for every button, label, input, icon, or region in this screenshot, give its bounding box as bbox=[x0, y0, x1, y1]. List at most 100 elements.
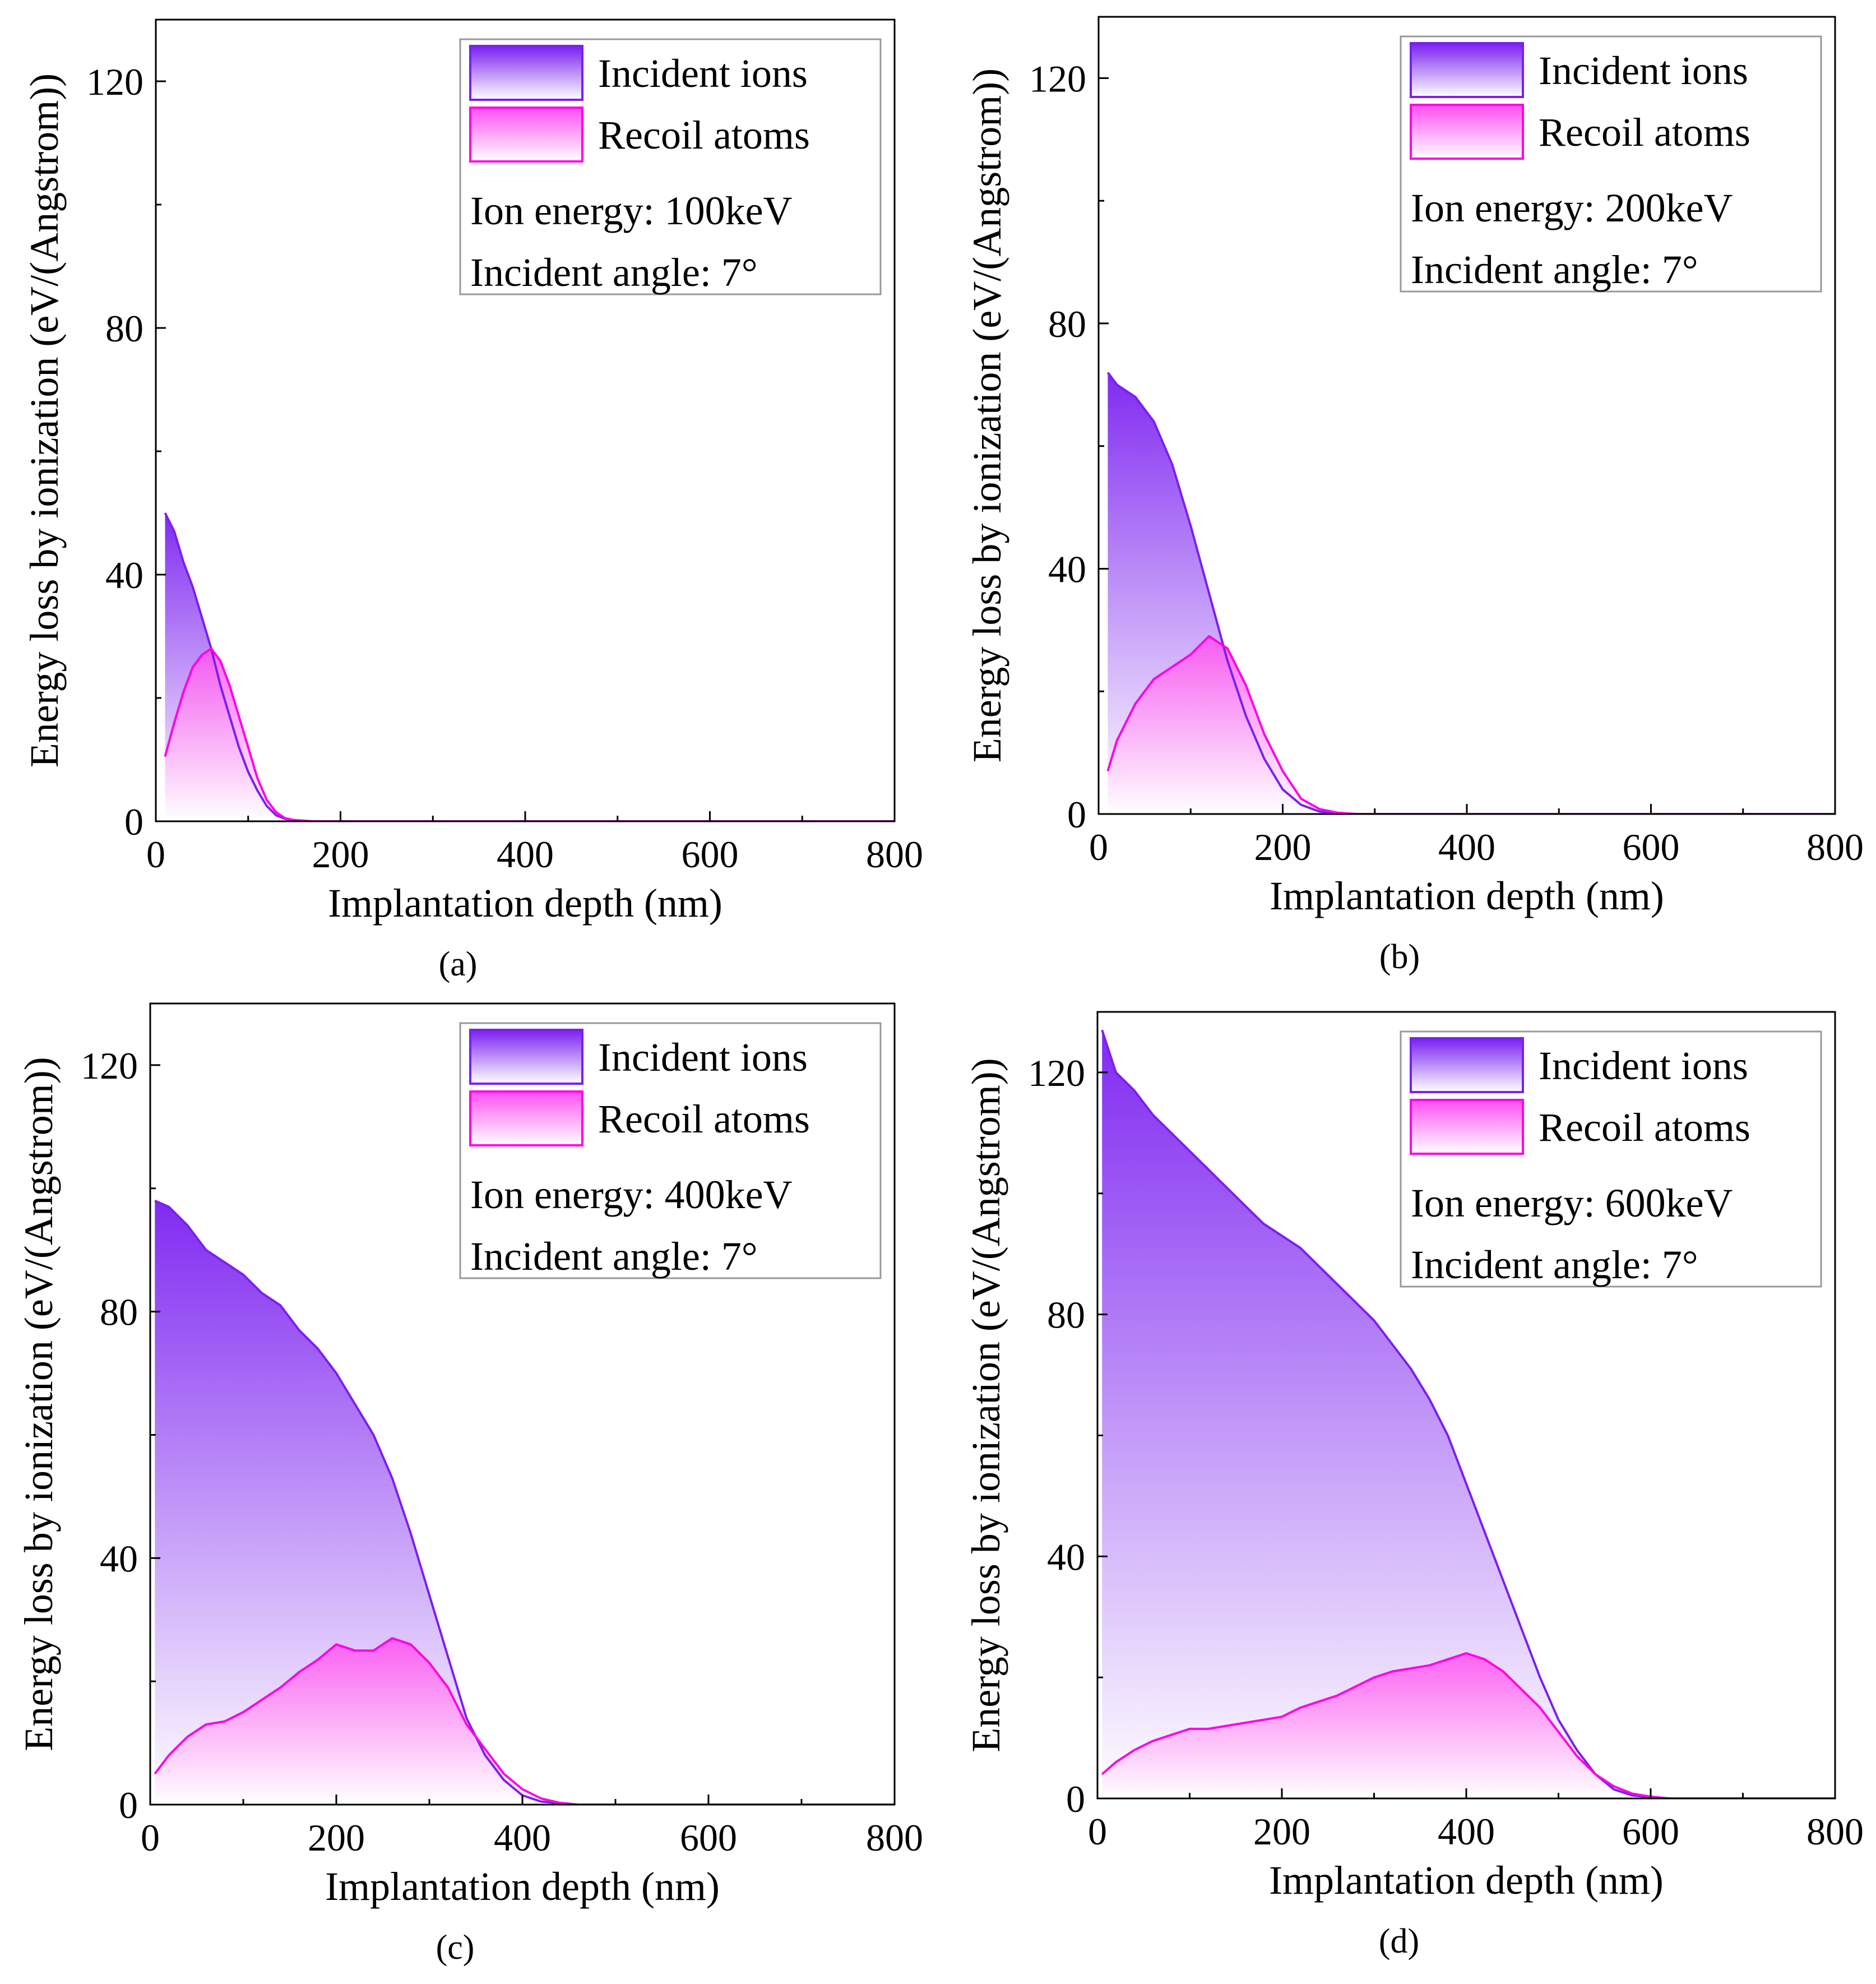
recoil-atoms-point bbox=[247, 746, 249, 748]
incident-ions-point bbox=[238, 746, 240, 748]
recoil-atoms-point bbox=[1207, 1728, 1209, 1730]
x-tick-label: 600 bbox=[682, 833, 739, 876]
recoil-atoms-point bbox=[1208, 635, 1210, 637]
recoil-atoms-point bbox=[354, 1649, 356, 1652]
chart-panel-a: 0 200 400 600 800 0 40 80 120 Implantation depth … bbox=[22, 19, 923, 983]
recoil-atoms-point bbox=[1502, 1670, 1504, 1672]
x-tick-label: 0 bbox=[141, 1816, 160, 1859]
recoil-atoms-point bbox=[164, 756, 166, 758]
recoil-atoms-area bbox=[155, 1638, 895, 1805]
recoil-atoms-point bbox=[484, 1748, 487, 1750]
incident-ions-point bbox=[335, 1372, 337, 1375]
recoil-atoms-point bbox=[210, 648, 212, 650]
legend-label-incident-ions: Incident ions bbox=[598, 51, 808, 96]
x-tick-label: 600 bbox=[1623, 826, 1680, 868]
recoil-atoms-point bbox=[205, 1723, 207, 1726]
incident-ions-point bbox=[1262, 1223, 1264, 1225]
chart-panel-d: 0 200 400 600 800 0 40 80 120 Implantation depth … bbox=[964, 1011, 1864, 1960]
x-tick-label: 200 bbox=[308, 1816, 365, 1859]
x-tick-label: 200 bbox=[1254, 826, 1312, 868]
recoil-atoms-point bbox=[1410, 1667, 1412, 1669]
y-tick-label: 0 bbox=[124, 801, 143, 843]
incident-ions-point bbox=[1484, 1531, 1486, 1533]
recoil-atoms-point bbox=[1115, 1761, 1117, 1763]
recoil-atoms-point bbox=[1447, 1658, 1449, 1661]
y-tick-label: 40 bbox=[1048, 548, 1086, 590]
x-axis-title: Implantation depth (nm) bbox=[1270, 873, 1664, 918]
incident-ions-point bbox=[247, 771, 249, 773]
incident-ions-point bbox=[484, 1754, 487, 1756]
annotation-incident-angle: Incident angle: 7° bbox=[1411, 1242, 1698, 1287]
recoil-atoms-point bbox=[503, 1773, 505, 1775]
recoil-atoms-point bbox=[1318, 808, 1321, 810]
recoil-atoms-point bbox=[173, 722, 175, 724]
incident-ions-point bbox=[372, 1434, 374, 1436]
incident-ions-point bbox=[1282, 788, 1284, 790]
legend-swatch-recoil-atoms bbox=[1410, 104, 1524, 160]
recoil-atoms-point bbox=[1281, 1715, 1283, 1718]
x-tick-label: 800 bbox=[1806, 826, 1864, 868]
incident-ions-point bbox=[1539, 1676, 1541, 1678]
plot-area bbox=[164, 512, 895, 821]
incident-ions-point bbox=[192, 586, 194, 588]
annotation-ion-energy: Ion energy: 200keV bbox=[1411, 186, 1733, 230]
legend-swatch-incident-ions bbox=[469, 1029, 583, 1085]
recoil-atoms-point bbox=[540, 1797, 542, 1800]
incident-ions-line bbox=[1106, 372, 1835, 814]
x-tick-label: 800 bbox=[866, 1816, 923, 1859]
legend-swatch-recoil-atoms bbox=[469, 1090, 583, 1146]
recoil-atoms-point bbox=[1116, 739, 1118, 742]
x-tick-label: 200 bbox=[1253, 1810, 1310, 1853]
recoil-atoms-point bbox=[1299, 1706, 1301, 1709]
incident-ions-line bbox=[1101, 1029, 1835, 1798]
recoil-atoms-point bbox=[335, 1643, 337, 1645]
y-tick-label: 40 bbox=[100, 1537, 138, 1580]
incident-ions-point bbox=[1208, 592, 1210, 594]
recoil-atoms-point bbox=[284, 817, 286, 820]
incident-ions-point bbox=[164, 512, 166, 514]
incident-ions-point bbox=[1299, 1247, 1301, 1249]
legend-swatch-recoil-atoms bbox=[1410, 1099, 1524, 1155]
recoil-atoms-point bbox=[1171, 666, 1173, 668]
legend-label-incident-ions: Incident ions bbox=[1539, 48, 1748, 93]
recoil-atoms-point bbox=[186, 1736, 188, 1738]
recoil-atoms-point bbox=[1244, 1722, 1246, 1724]
incident-ions-point bbox=[219, 685, 221, 687]
legend-label-incident-ions: Incident ions bbox=[1539, 1043, 1748, 1088]
recoil-atoms-point bbox=[1391, 1670, 1393, 1672]
legend: Incident ions Recoil atoms Ion energy: 600… bbox=[1400, 1030, 1822, 1288]
panel-caption: (d) bbox=[1379, 1922, 1419, 1960]
incident-ions-line bbox=[164, 512, 895, 821]
y-tick-label: 0 bbox=[1067, 793, 1086, 836]
legend-label-recoil-atoms: Recoil atoms bbox=[1539, 1105, 1750, 1150]
x-tick-label: 200 bbox=[312, 833, 369, 876]
incident-ions-point bbox=[229, 715, 231, 718]
recoil-atoms-point bbox=[1484, 1658, 1486, 1661]
incident-ions-point bbox=[1115, 1071, 1117, 1074]
incident-ions-point bbox=[317, 1348, 319, 1350]
panel-caption: (b) bbox=[1379, 938, 1420, 976]
legend-swatch-incident-ions bbox=[469, 45, 583, 101]
incident-ions-point bbox=[279, 1305, 281, 1307]
incident-ions-point bbox=[540, 1801, 542, 1803]
annotation-incident-angle: Incident angle: 7° bbox=[470, 1234, 758, 1279]
y-axis-title: Energy loss by ionization (eV/(Angstrom)… bbox=[22, 73, 67, 767]
incident-ions-point bbox=[224, 1261, 226, 1264]
y-axis-title: Energy loss by ionization (eV/(Angstrom)… bbox=[16, 1057, 61, 1751]
incident-ions-point bbox=[242, 1274, 244, 1276]
x-axis-title: Implantation depth (nm) bbox=[328, 881, 722, 926]
incident-ions-point bbox=[1133, 1089, 1136, 1092]
incident-ions-point bbox=[1613, 1788, 1615, 1791]
incident-ions-point bbox=[1447, 1435, 1449, 1437]
x-tick-label: 400 bbox=[1438, 1810, 1495, 1853]
y-tick-label: 0 bbox=[119, 1784, 138, 1826]
recoil-atoms-point bbox=[1318, 1700, 1320, 1703]
legend-label-recoil-atoms: Recoil atoms bbox=[598, 113, 810, 158]
recoil-atoms-area bbox=[165, 649, 895, 821]
recoil-atoms-point bbox=[182, 691, 184, 693]
annotation-ion-energy: Ion energy: 600keV bbox=[1411, 1181, 1733, 1225]
incident-ions-point bbox=[1226, 660, 1229, 662]
recoil-atoms-point bbox=[266, 799, 268, 801]
